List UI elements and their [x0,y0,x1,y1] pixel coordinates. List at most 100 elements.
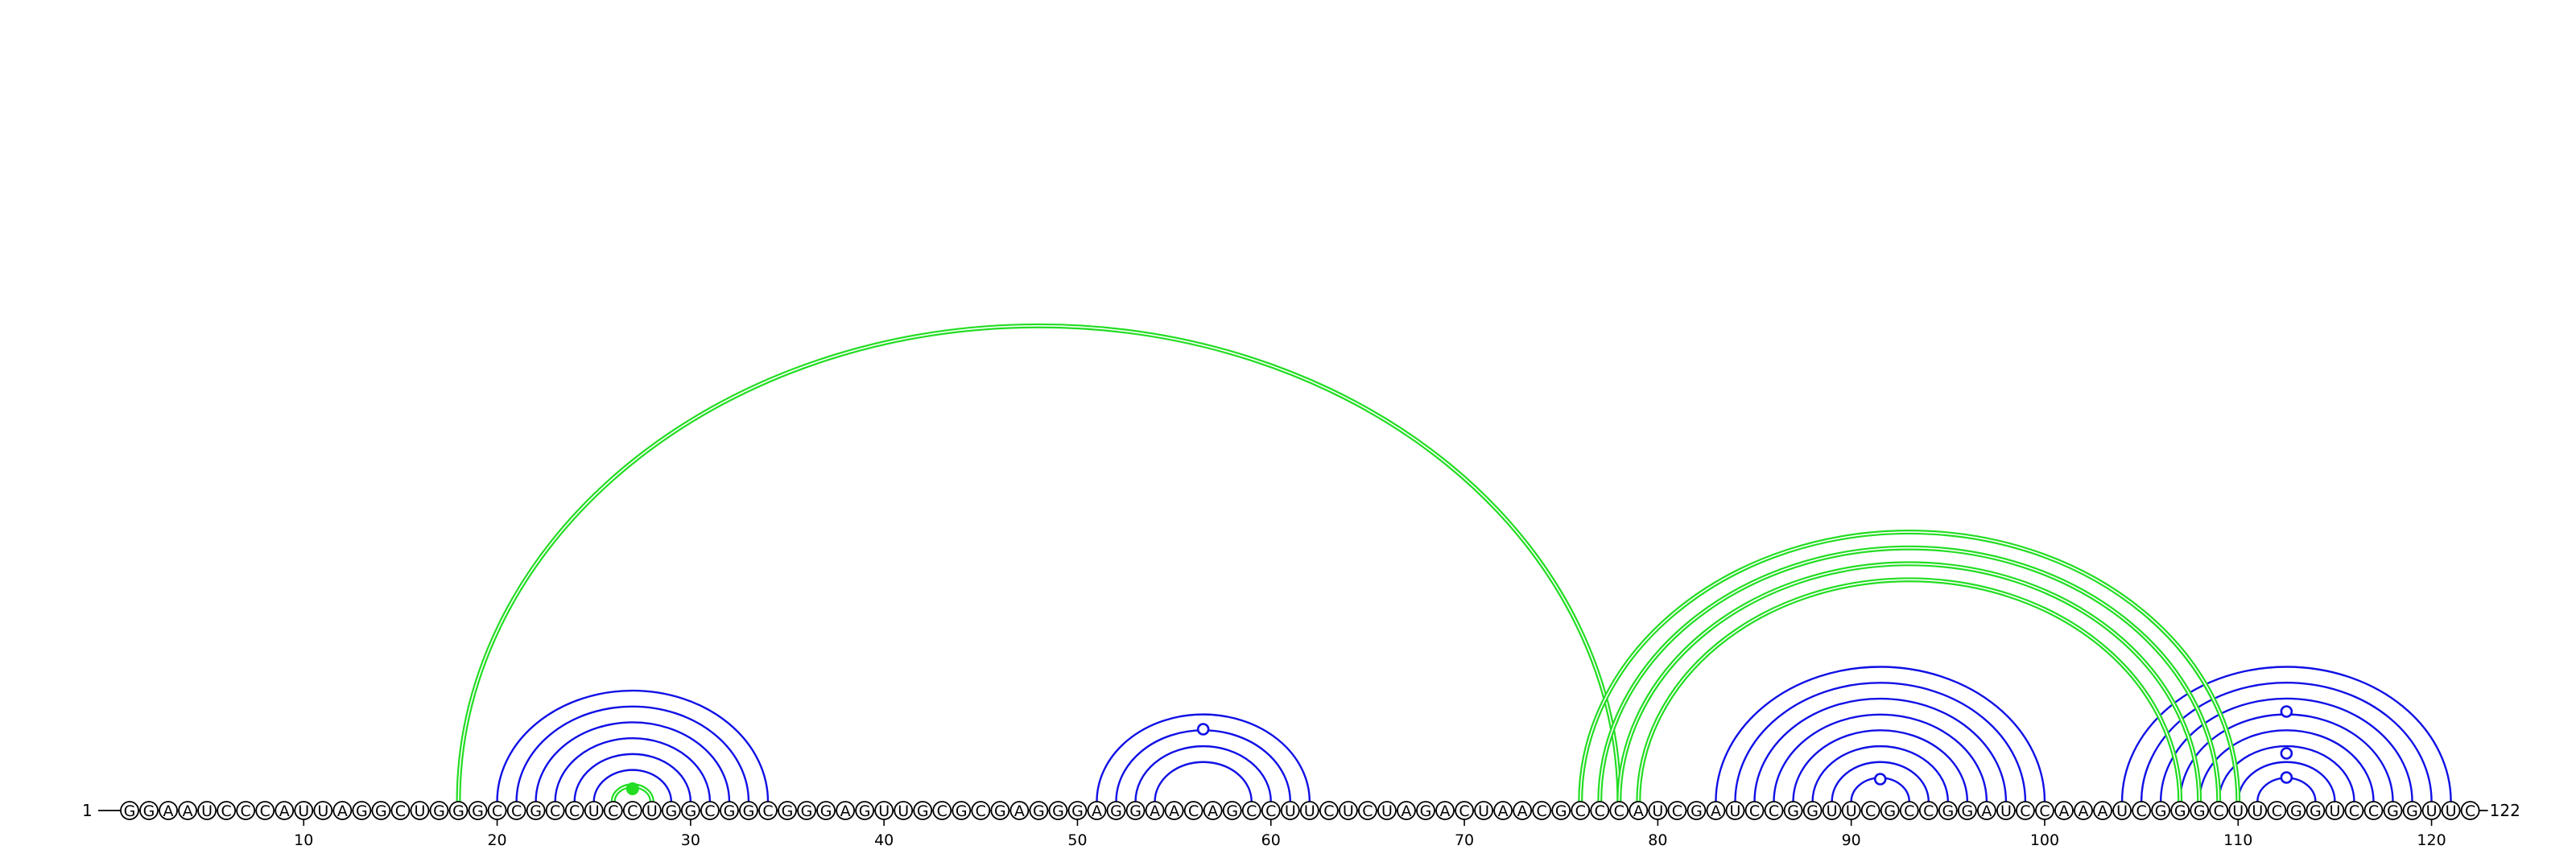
base-pair-arc [1773,713,1988,802]
loop-marker-open [2280,705,2293,718]
nucleotide: C [1358,801,1377,820]
nucleotide-letter: C [627,802,638,820]
nucleotide-letter: G [820,802,832,820]
nucleotide: G [1686,801,1707,820]
nucleotide-letter: G [2194,802,2206,820]
nucleotide: C [2363,801,2384,820]
base-pair-arc [1134,745,1272,802]
tick-label: 100 [2030,831,2059,849]
nucleotide-letter: G [1884,802,1896,820]
nucleotide: G [797,801,816,820]
nucleotide-circle [1222,801,1242,820]
nucleotide: A [1397,801,1416,820]
nucleotide-circle [2112,801,2132,820]
nucleotide-circle [1397,801,1416,820]
nucleotide-circle [1493,801,1513,820]
nucleotide: A [159,801,178,820]
nucleotide-letter: G [2406,802,2418,820]
nucleotide-circle [275,801,295,820]
nucleotide: G [2402,801,2422,820]
nucleotide-letter: C [511,802,522,820]
nucleotide-letter: G [530,802,542,820]
nucleotide-letter: U [317,802,328,820]
nucleotide: G [468,801,488,820]
nucleotide-circle [2267,801,2287,820]
nucleotide: U [2112,801,2132,820]
nucleotide: U [1822,801,1842,820]
nucleotide-letter: A [163,802,174,820]
nucleotide: A [2074,801,2093,820]
nucleotide-circle [778,801,797,820]
nucleotide-letter: C [1459,802,1469,820]
nucleotide: U [1996,801,2016,820]
nucleotide-letter: G [956,802,968,820]
nucleotide-circle [1880,801,1900,820]
nucleotide: C [487,801,507,820]
nucleotide-letter: A [1981,802,1992,820]
nucleotide: U [874,801,894,820]
nucleotide-circle [932,801,952,820]
nucleotide: U [294,801,314,820]
nucleotide: G [2151,801,2171,820]
nucleotide: U [313,801,333,820]
nucleotide-circle [1938,801,1958,820]
base-pair-arc [1811,745,1950,802]
nucleotide: G [1125,801,1146,820]
nucleotide-circle [2151,801,2171,820]
nucleotide-circle [2460,801,2480,820]
nucleotide-circle [178,801,197,820]
nucleotide-circle [1203,801,1223,820]
nucleotide-circle [1280,801,1300,820]
nucleotide: U [2325,801,2345,820]
base-pair-arc [1753,697,2008,802]
nucleotide-letter: C [976,802,986,820]
loop-marker-filled [625,782,639,795]
nucleotide-letter: G [994,802,1006,820]
nucleotide-circle [448,801,469,820]
nucleotide: A [1435,801,1455,820]
nucleotide-letter: C [395,802,406,820]
nucleotide-circle [526,801,546,820]
arc-layer [456,323,2452,802]
nucleotide: G [1938,801,1958,820]
nucleotide: C [1532,801,1552,820]
loop-marker-open [1873,773,1887,786]
nucleotide: C [390,801,411,820]
nucleotide-letter: A [1440,802,1451,820]
nucleotide-circle [894,801,914,820]
nucleotide: C [1667,801,1687,820]
highlighted-pair-arc [1578,530,2241,802]
nucleotide: A [1203,801,1223,820]
nucleotide: C [1860,801,1880,820]
highlighted-pair-arc [456,323,1622,802]
nucleotide: C [2209,801,2229,820]
nucleotide: G [1106,801,1126,820]
nucleotide: U [1377,801,1397,820]
nucleotide-letter: U [1343,802,1354,820]
nucleotide-circle [855,801,875,820]
nucleotide-letter: G [143,802,155,820]
nucleotide-circle [1435,801,1455,820]
nucleotide-circle [1029,801,1049,820]
nucleotide-circle [2383,801,2403,820]
nucleotide: C [2344,801,2364,820]
nucleotide-letter: G [2174,802,2186,820]
nucleotide-circle [816,801,836,820]
nucleotide: A [1706,801,1726,820]
nucleotide: G [1416,801,1435,820]
nucleotide-circle [120,801,139,820]
nucleotide-circle [159,801,178,820]
nucleotide-circle [642,801,662,820]
base-pair-arc [554,737,712,802]
nucleotide-letter: G [1071,802,1084,820]
nucleotide: G [720,801,739,820]
nucleotide: U [894,801,914,820]
nucleotide-letter: C [1923,802,1934,820]
nucleotide: U [1474,801,1493,820]
nucleotide-circle [2441,801,2461,820]
nucleotide-letter: U [2116,802,2128,820]
nucleotide-letter: U [2000,802,2012,820]
nucleotide-circle [2402,801,2422,820]
nucleotide: G [680,801,700,820]
nucleotide: U [2248,801,2268,820]
